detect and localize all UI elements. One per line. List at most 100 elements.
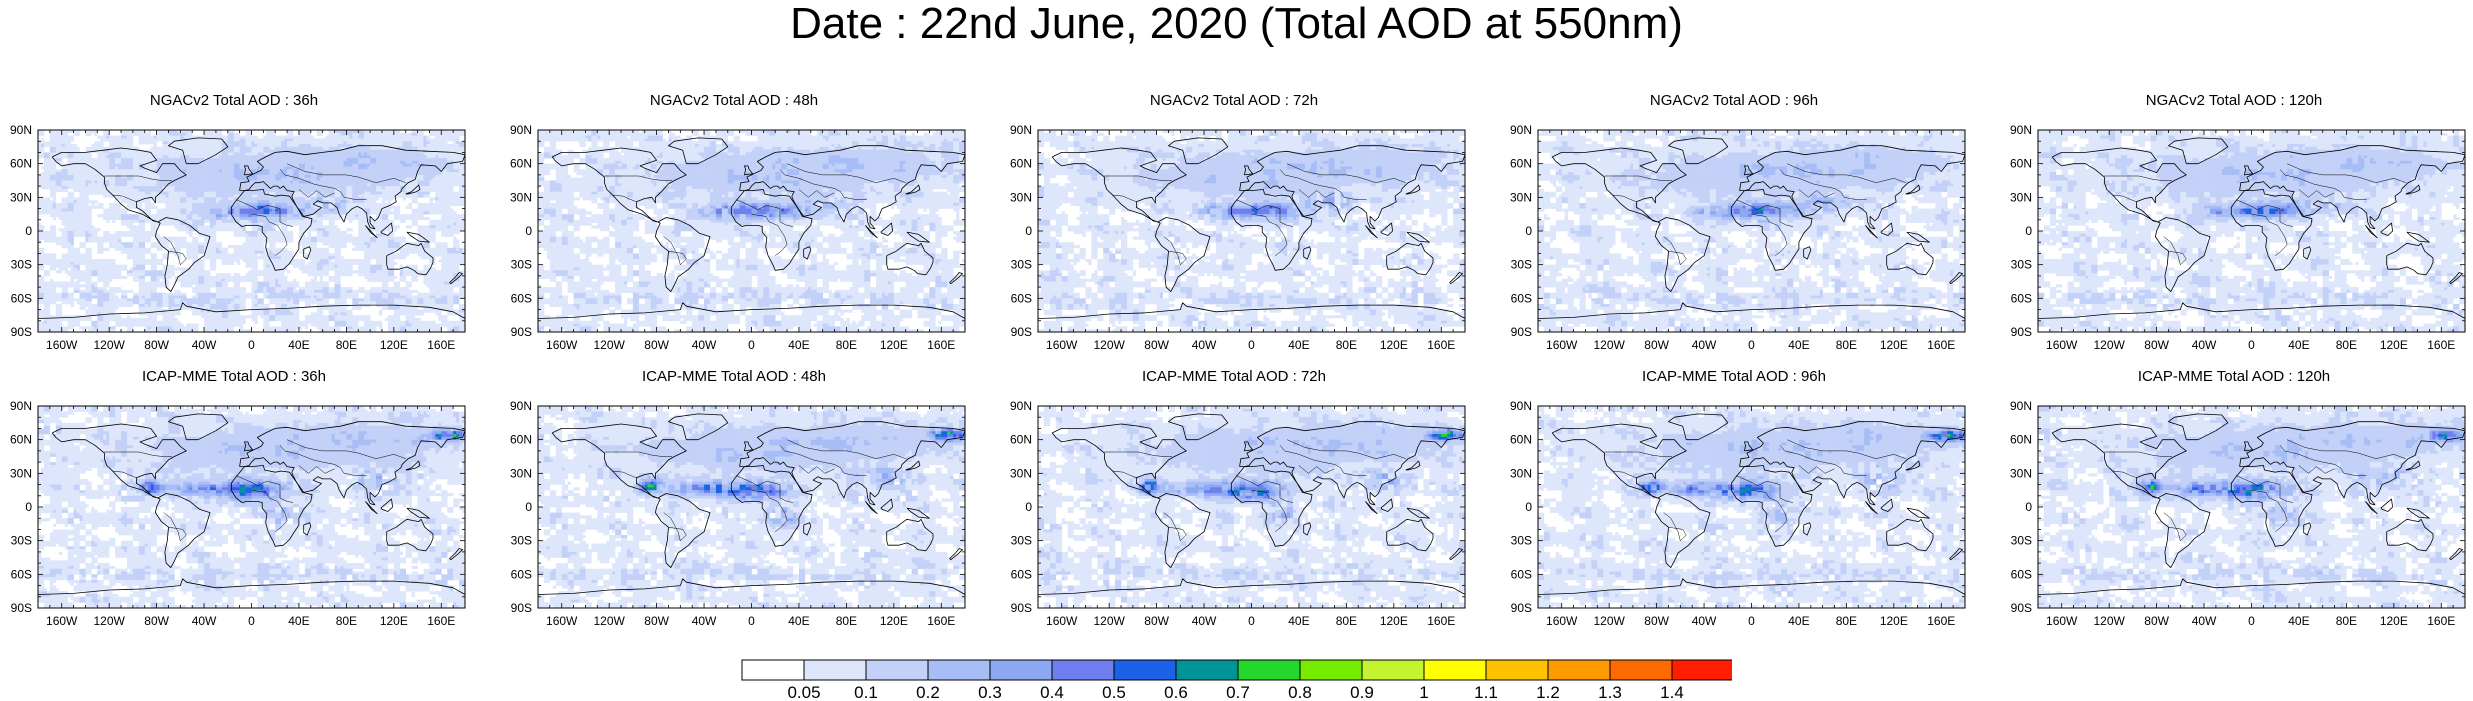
- lon-tick-label: 80W: [2144, 614, 2169, 628]
- panel-title: ICAP-MME Total AOD : 48h: [500, 368, 968, 386]
- lat-tick-label: 30S: [1511, 534, 1532, 548]
- lon-tick-label: 160E: [1927, 614, 1955, 628]
- lon-tick-label: 0: [2248, 614, 2255, 628]
- lat-tick-label: 30S: [11, 258, 32, 272]
- lon-tick-label: 80E: [1836, 614, 1857, 628]
- map-panel: NGACv2 Total AOD : 96h 90N 60N 30N 0 30S 60S 90…: [1500, 92, 1968, 382]
- colorbar-swatch: [1114, 660, 1176, 680]
- lon-tick-label: 120W: [93, 614, 125, 628]
- lat-tick-label: 60N: [10, 157, 32, 171]
- lon-tick-label: 40E: [1788, 614, 1809, 628]
- colorbar-label: 0.9: [1350, 683, 1374, 701]
- lon-tick-label: 120W: [593, 338, 625, 352]
- lon-tick-label: 0: [1748, 338, 1755, 352]
- aod-field: [38, 406, 465, 608]
- lat-tick-label: 90N: [1510, 123, 1532, 137]
- lat-tick-label: 90N: [510, 123, 532, 137]
- lat-tick-label: 30S: [511, 534, 532, 548]
- lat-tick-label: 30N: [510, 190, 532, 204]
- lat-tick-label: 90S: [2011, 325, 2032, 339]
- lon-tick-label: 40W: [2192, 338, 2217, 352]
- colorbar-label: 0.3: [978, 683, 1002, 701]
- lon-tick-label: 40W: [192, 338, 217, 352]
- lon-tick-label: 160W: [46, 614, 78, 628]
- colorbar-swatch: [1176, 660, 1238, 680]
- colorbar-label: 0.8: [1288, 683, 1312, 701]
- lon-tick-label: 80E: [836, 614, 857, 628]
- colorbar-label: 0.4: [1040, 683, 1064, 701]
- lat-tick-label: 30S: [11, 534, 32, 548]
- lat-tick-label: 60N: [510, 157, 532, 171]
- lon-tick-label: 40E: [1788, 338, 1809, 352]
- lon-tick-label: 80E: [2336, 614, 2357, 628]
- colorbar-label: 1.2: [1536, 683, 1560, 701]
- lon-tick-label: 80E: [836, 338, 857, 352]
- lon-tick-label: 80W: [1144, 338, 1169, 352]
- lat-tick-label: 60S: [2011, 291, 2032, 305]
- lon-tick-label: 160W: [546, 338, 578, 352]
- panel-title: ICAP-MME Total AOD : 36h: [0, 368, 468, 386]
- lon-tick-label: 120W: [593, 614, 625, 628]
- lat-tick-label: 60S: [11, 567, 32, 581]
- lat-tick-label: 30N: [10, 466, 32, 480]
- map-panel: NGACv2 Total AOD : 120h 90N 60N 30N 0 30S 60S 9…: [2000, 92, 2468, 382]
- lon-tick-label: 0: [1248, 614, 1255, 628]
- lat-tick-label: 90N: [1510, 399, 1532, 413]
- lat-tick-label: 30S: [1511, 258, 1532, 272]
- lat-tick-label: 90N: [510, 399, 532, 413]
- lon-tick-label: 160W: [46, 338, 78, 352]
- lon-tick-label: 40E: [1288, 338, 1309, 352]
- lon-tick-label: 40E: [288, 614, 309, 628]
- aod-colorbar: 0.05 0.1 0.2 0.3 0.4 0.5 0.6 0.7 0.8 0.9 1 1.1 1.2 1.…: [740, 658, 1732, 701]
- lat-tick-label: 30N: [1010, 190, 1032, 204]
- lat-tick-label: 60S: [511, 567, 532, 581]
- lon-tick-label: 160E: [927, 338, 955, 352]
- lon-tick-label: 120W: [2093, 614, 2125, 628]
- lon-tick-label: 120E: [880, 614, 908, 628]
- lon-tick-label: 80E: [336, 614, 357, 628]
- lat-tick-label: 90S: [511, 601, 532, 615]
- lat-tick-label: 30S: [1011, 534, 1032, 548]
- lon-tick-label: 80E: [2336, 338, 2357, 352]
- lon-tick-label: 160W: [1046, 338, 1078, 352]
- aod-field: [1538, 406, 1965, 608]
- lat-tick-label: 60N: [2010, 157, 2032, 171]
- lon-tick-label: 80W: [2144, 338, 2169, 352]
- panel-title: ICAP-MME Total AOD : 120h: [2000, 368, 2468, 386]
- lon-tick-label: 120E: [1380, 338, 1408, 352]
- panel-title: NGACv2 Total AOD : 120h: [2000, 92, 2468, 110]
- panel-title: ICAP-MME Total AOD : 72h: [1000, 368, 1468, 386]
- colorbar-label: 0.7: [1226, 683, 1250, 701]
- lat-tick-label: 0: [1525, 224, 1532, 238]
- map-panel: ICAP-MME Total AOD : 48h 90N 60N 30N 0 30S 60S…: [500, 368, 968, 658]
- colorbar-label: 0.6: [1164, 683, 1188, 701]
- lon-tick-label: 120W: [1093, 614, 1125, 628]
- aod-field: [538, 130, 965, 332]
- lat-tick-label: 90S: [1511, 325, 1532, 339]
- lon-tick-label: 40W: [1192, 614, 1217, 628]
- lon-tick-label: 0: [1248, 338, 1255, 352]
- lat-tick-label: 30N: [2010, 466, 2032, 480]
- map-panel: ICAP-MME Total AOD : 96h 90N 60N 30N 0 30S 60S…: [1500, 368, 1968, 658]
- lon-tick-label: 160W: [1546, 614, 1578, 628]
- lon-tick-label: 40E: [1288, 614, 1309, 628]
- aod-field: [1038, 130, 1465, 332]
- colorbar-swatch: [1362, 660, 1424, 680]
- panel-title: NGACv2 Total AOD : 48h: [500, 92, 968, 110]
- lat-tick-label: 30N: [1510, 190, 1532, 204]
- lon-tick-label: 160E: [2427, 338, 2455, 352]
- lon-tick-label: 160E: [927, 614, 955, 628]
- aod-field: [538, 406, 965, 608]
- lat-tick-label: 90S: [2011, 601, 2032, 615]
- lat-tick-label: 30N: [510, 466, 532, 480]
- lon-tick-label: 0: [248, 338, 255, 352]
- lat-tick-label: 60N: [1010, 433, 1032, 447]
- lon-tick-label: 40W: [2192, 614, 2217, 628]
- lon-tick-label: 40E: [2288, 614, 2309, 628]
- colorbar-swatch: [742, 660, 804, 680]
- colorbar-swatch: [1300, 660, 1362, 680]
- lat-tick-label: 60N: [2010, 433, 2032, 447]
